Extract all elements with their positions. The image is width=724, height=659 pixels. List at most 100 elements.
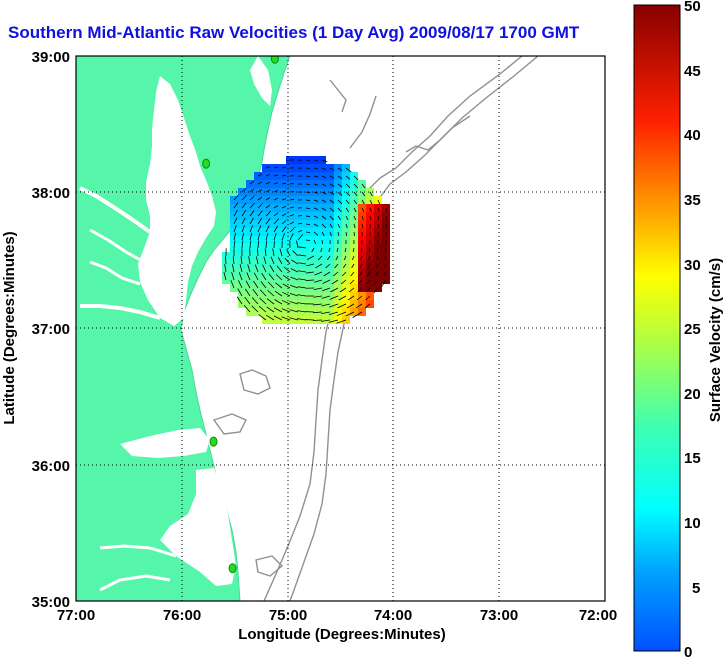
pamlico-sound: [160, 468, 236, 586]
velocity-arrow: [276, 265, 283, 273]
velocity-cell: [246, 252, 254, 260]
colorbar-tick-label: 15: [684, 450, 701, 467]
velocity-arrow: [253, 272, 259, 281]
velocity-cell: [270, 252, 278, 260]
plot-frame: [75, 55, 606, 602]
velocity-arrow: [321, 287, 331, 292]
map-title: Southern Mid-Atlantic Raw Velocities (1 …: [8, 23, 580, 42]
y-tick-label: 37:00: [32, 321, 70, 338]
velocity-arrow: [251, 305, 259, 313]
james-river: [80, 304, 161, 320]
velocity-arrow: [247, 264, 251, 273]
velocity-arrow: [249, 240, 252, 249]
velocity-arrow: [273, 232, 277, 241]
velocity-arrow: [241, 195, 247, 201]
velocity-arrow: [252, 288, 259, 297]
velocity-arrow: [273, 218, 280, 225]
y-tick-label: 39:00: [32, 49, 70, 66]
velocity-arrow: [289, 233, 294, 241]
colorbar-ticks: 50 45 40 35 30 25 20 15 10 5 0: [684, 0, 701, 659]
velocity-arrow: [261, 272, 267, 281]
velocity-arrow: [315, 263, 323, 269]
velocity-arrow: [233, 209, 238, 217]
velocity-arrow: [249, 210, 255, 217]
velocity-arrow: [231, 264, 235, 273]
colorbar-tick-label: 40: [684, 127, 701, 144]
velocity-arrow: [249, 232, 253, 241]
velocity-arrow: [329, 295, 339, 300]
velocity-arrow: [322, 279, 331, 284]
velocity-arrow: [282, 291, 291, 297]
map-layers: [76, 56, 605, 601]
velocity-arrow: [281, 316, 291, 321]
velocity-arrow: [241, 240, 244, 249]
velocity-arrow: [257, 225, 262, 233]
velocity-arrow: [260, 281, 267, 289]
x-tick-label: 73:00: [480, 607, 518, 624]
pamlico-river: [99, 544, 177, 558]
x-tick-label: 77:00: [57, 607, 95, 624]
velocity-arrow: [245, 280, 251, 289]
station-marker: [202, 158, 211, 169]
velocity-arrow: [238, 280, 243, 289]
velocity-cell: [342, 252, 350, 260]
velocity-arrow: [336, 319, 347, 324]
colorbar-tick-label: 25: [684, 321, 701, 338]
velocity-arrow: [291, 259, 299, 265]
velocity-arrow: [273, 225, 279, 233]
velocity-arrow: [267, 281, 275, 289]
velocity-arrow: [249, 217, 254, 225]
velocity-arrow: [257, 217, 263, 225]
grid-lines: [76, 56, 605, 601]
velocity-arrow: [313, 303, 323, 306]
velocity-arrow: [277, 256, 283, 265]
velocity-arrow: [297, 302, 307, 305]
velocity-arrow: [323, 271, 331, 277]
velocity-arrow: [275, 282, 283, 289]
velocity-arrow: [314, 271, 323, 276]
velocity-arrow: [259, 289, 267, 297]
velocity-arrow: [289, 284, 299, 289]
velocity-field: [222, 156, 390, 324]
velocity-arrow: [321, 303, 331, 307]
x-tick-label: 76:00: [163, 607, 201, 624]
velocity-arrow: [263, 256, 267, 265]
velocity-arrow: [298, 246, 307, 249]
velocity-arrow: [249, 195, 256, 201]
delaware-bay: [250, 56, 272, 106]
velocity-arrow: [290, 268, 299, 273]
colorbar-tick-label: 0: [684, 644, 692, 659]
velocity-arrow: [275, 274, 283, 281]
velocity-arrow: [258, 305, 267, 313]
velocity-arrow: [225, 256, 227, 265]
velocity-arrow: [224, 264, 227, 273]
velocity-arrow: [289, 309, 299, 313]
y-tick-label: 36:00: [32, 458, 70, 475]
velocity-arrow: [270, 256, 275, 265]
velocity-arrow: [297, 294, 307, 297]
chesapeake-bay: [138, 76, 216, 326]
velocity-arrow: [336, 311, 347, 317]
velocity-arrow: [328, 311, 339, 316]
colorbar-tick-label: 20: [684, 386, 701, 403]
velocity-arrow: [233, 240, 236, 249]
velocity-arrow: [248, 256, 251, 265]
colorbar-tick-label: 5: [692, 580, 700, 597]
x-tick-label: 72:00: [579, 607, 617, 624]
velocity-arrow: [281, 226, 287, 233]
york-river: [89, 260, 141, 286]
velocity-arrow: [313, 295, 323, 298]
velocity-arrow: [352, 311, 363, 318]
x-axis-label: Longitude (Degrees:Minutes): [238, 626, 446, 643]
velocity-arrow: [253, 280, 259, 289]
y-tick-label: 38:00: [32, 185, 70, 202]
velocity-arrow: [241, 232, 245, 241]
velocity-arrow: [233, 225, 237, 233]
x-tick-label: 74:00: [374, 607, 412, 624]
potomac-river: [79, 186, 152, 234]
y-tick-label: 35:00: [32, 594, 70, 611]
velocity-arrow: [274, 290, 283, 297]
velocity-arrow: [273, 315, 283, 321]
velocity-arrow: [264, 248, 267, 257]
